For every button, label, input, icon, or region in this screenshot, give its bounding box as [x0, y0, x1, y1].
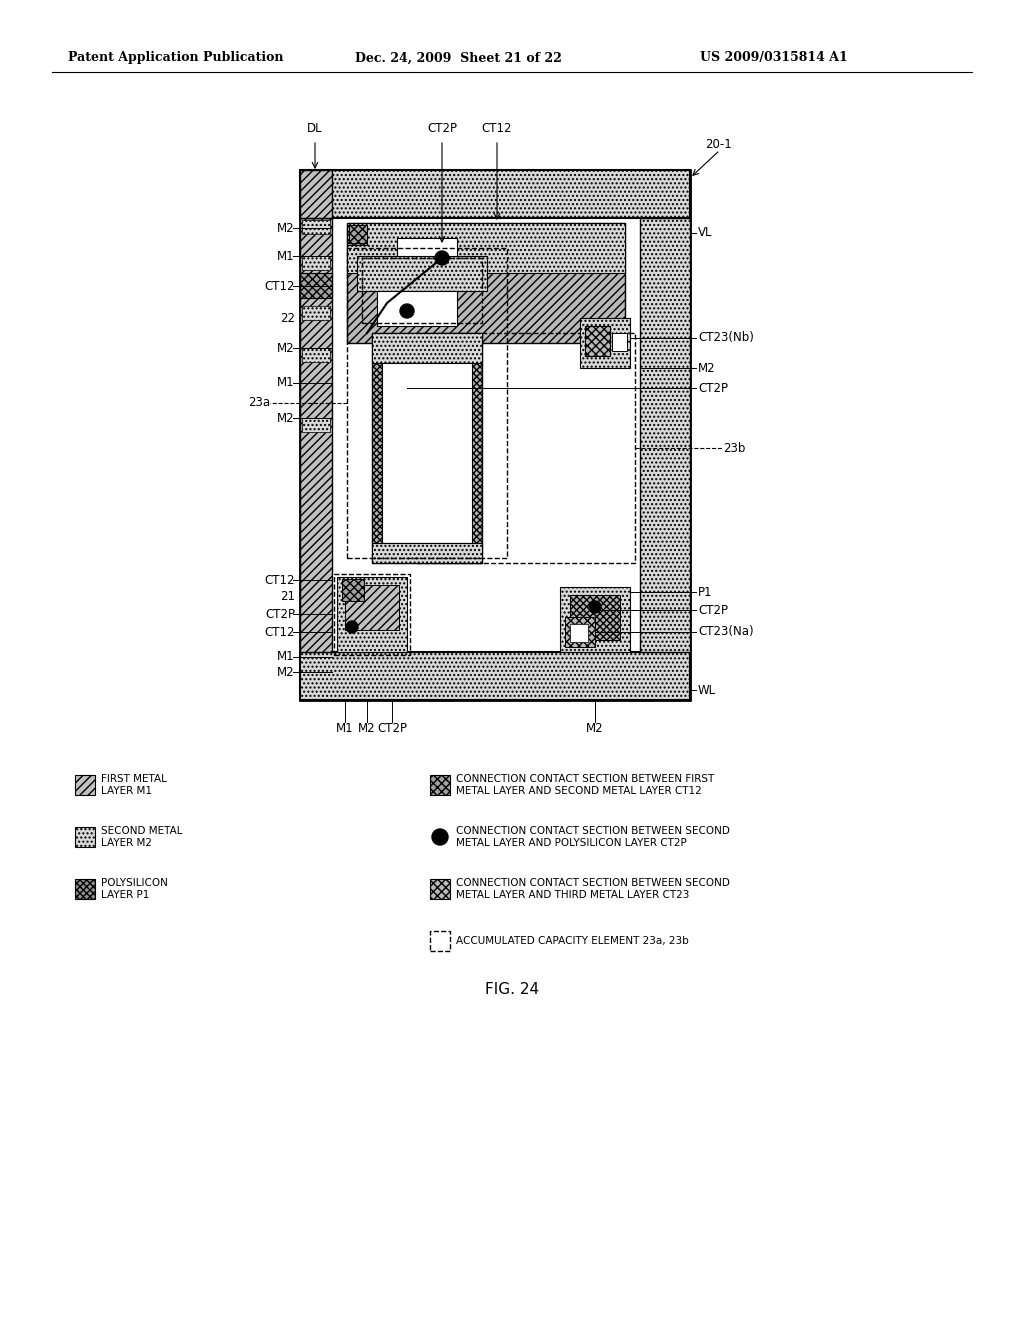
Text: M2: M2: [278, 412, 295, 425]
Bar: [377, 290, 457, 326]
Text: CT2P: CT2P: [698, 603, 728, 616]
Text: VL: VL: [698, 227, 713, 239]
Bar: [300, 652, 690, 700]
Circle shape: [346, 620, 358, 634]
Bar: [302, 348, 330, 362]
Bar: [357, 256, 487, 290]
Bar: [397, 238, 457, 279]
Text: SECOND METAL
LAYER M2: SECOND METAL LAYER M2: [101, 826, 182, 847]
Text: CT23(Na): CT23(Na): [698, 626, 754, 639]
Text: US 2009/0315814 A1: US 2009/0315814 A1: [700, 51, 848, 65]
Text: CT12: CT12: [264, 626, 295, 639]
Bar: [640, 218, 690, 652]
Text: CONNECTION CONTACT SECTION BETWEEN SECOND
METAL LAYER AND THIRD METAL LAYER CT23: CONNECTION CONTACT SECTION BETWEEN SECON…: [456, 878, 730, 900]
Text: 23b: 23b: [723, 441, 745, 454]
Text: CONNECTION CONTACT SECTION BETWEEN SECOND
METAL LAYER AND POLYSILICON LAYER CT2P: CONNECTION CONTACT SECTION BETWEEN SECON…: [456, 826, 730, 847]
Text: M2: M2: [358, 722, 376, 734]
Bar: [334, 574, 410, 655]
Text: M2: M2: [278, 342, 295, 355]
Text: M1: M1: [336, 722, 354, 734]
Text: 22: 22: [280, 312, 295, 325]
Text: FIRST METAL
LAYER M1: FIRST METAL LAYER M1: [101, 775, 167, 796]
Bar: [570, 624, 588, 642]
Text: P1: P1: [698, 586, 713, 598]
Text: Dec. 24, 2009  Sheet 21 of 22: Dec. 24, 2009 Sheet 21 of 22: [355, 51, 562, 65]
Text: M1: M1: [278, 651, 295, 664]
Circle shape: [589, 601, 601, 612]
Bar: [430, 879, 450, 899]
Bar: [302, 220, 330, 234]
Bar: [430, 775, 450, 795]
Text: CT23(Nb): CT23(Nb): [698, 331, 754, 345]
Bar: [302, 256, 330, 271]
Text: CT2P: CT2P: [698, 381, 728, 395]
Bar: [560, 587, 630, 652]
Bar: [372, 543, 482, 564]
Bar: [372, 333, 482, 363]
Text: CT12: CT12: [264, 573, 295, 586]
Text: DL: DL: [307, 121, 323, 135]
Text: CT2P: CT2P: [427, 121, 457, 135]
Circle shape: [432, 829, 449, 845]
Bar: [347, 223, 625, 273]
Text: CONNECTION CONTACT SECTION BETWEEN FIRST
METAL LAYER AND SECOND METAL LAYER CT12: CONNECTION CONTACT SECTION BETWEEN FIRST…: [456, 775, 715, 796]
Text: M2: M2: [698, 362, 716, 375]
Bar: [382, 363, 472, 543]
Text: POLYSILICON
LAYER P1: POLYSILICON LAYER P1: [101, 878, 168, 900]
Text: M2: M2: [586, 722, 604, 734]
Bar: [347, 248, 507, 558]
Bar: [580, 318, 630, 368]
Bar: [342, 579, 364, 601]
Text: M2: M2: [278, 222, 295, 235]
Bar: [362, 257, 482, 323]
Bar: [347, 223, 625, 343]
Bar: [337, 577, 407, 652]
Text: 23a: 23a: [248, 396, 270, 409]
Text: WL: WL: [698, 684, 716, 697]
Text: M1: M1: [278, 376, 295, 389]
Bar: [347, 224, 367, 246]
Text: CT12: CT12: [264, 280, 295, 293]
Text: M1: M1: [278, 249, 295, 263]
Bar: [430, 931, 450, 950]
Bar: [300, 170, 690, 218]
Bar: [612, 333, 627, 351]
Text: FIG. 24: FIG. 24: [485, 982, 539, 998]
Text: ACCUMULATED CAPACITY ELEMENT 23a, 23b: ACCUMULATED CAPACITY ELEMENT 23a, 23b: [456, 936, 689, 946]
Bar: [300, 273, 332, 298]
Bar: [372, 333, 482, 564]
Bar: [300, 218, 332, 652]
Text: CT2P: CT2P: [265, 607, 295, 620]
Text: 20-1: 20-1: [705, 139, 732, 152]
Bar: [302, 418, 330, 432]
Bar: [349, 224, 367, 243]
Bar: [585, 326, 610, 356]
Text: Patent Application Publication: Patent Application Publication: [68, 51, 284, 65]
Bar: [75, 828, 95, 847]
Bar: [300, 170, 332, 218]
Bar: [300, 170, 690, 700]
Bar: [565, 616, 595, 647]
Bar: [75, 879, 95, 899]
Circle shape: [435, 251, 449, 265]
Text: CT2P: CT2P: [377, 722, 407, 734]
Text: 21: 21: [280, 590, 295, 603]
Bar: [417, 333, 635, 564]
Circle shape: [400, 304, 414, 318]
Text: CT12: CT12: [481, 121, 512, 135]
Bar: [75, 775, 95, 795]
Bar: [302, 306, 330, 319]
Bar: [345, 585, 399, 630]
Bar: [570, 595, 620, 640]
Text: M2: M2: [278, 665, 295, 678]
